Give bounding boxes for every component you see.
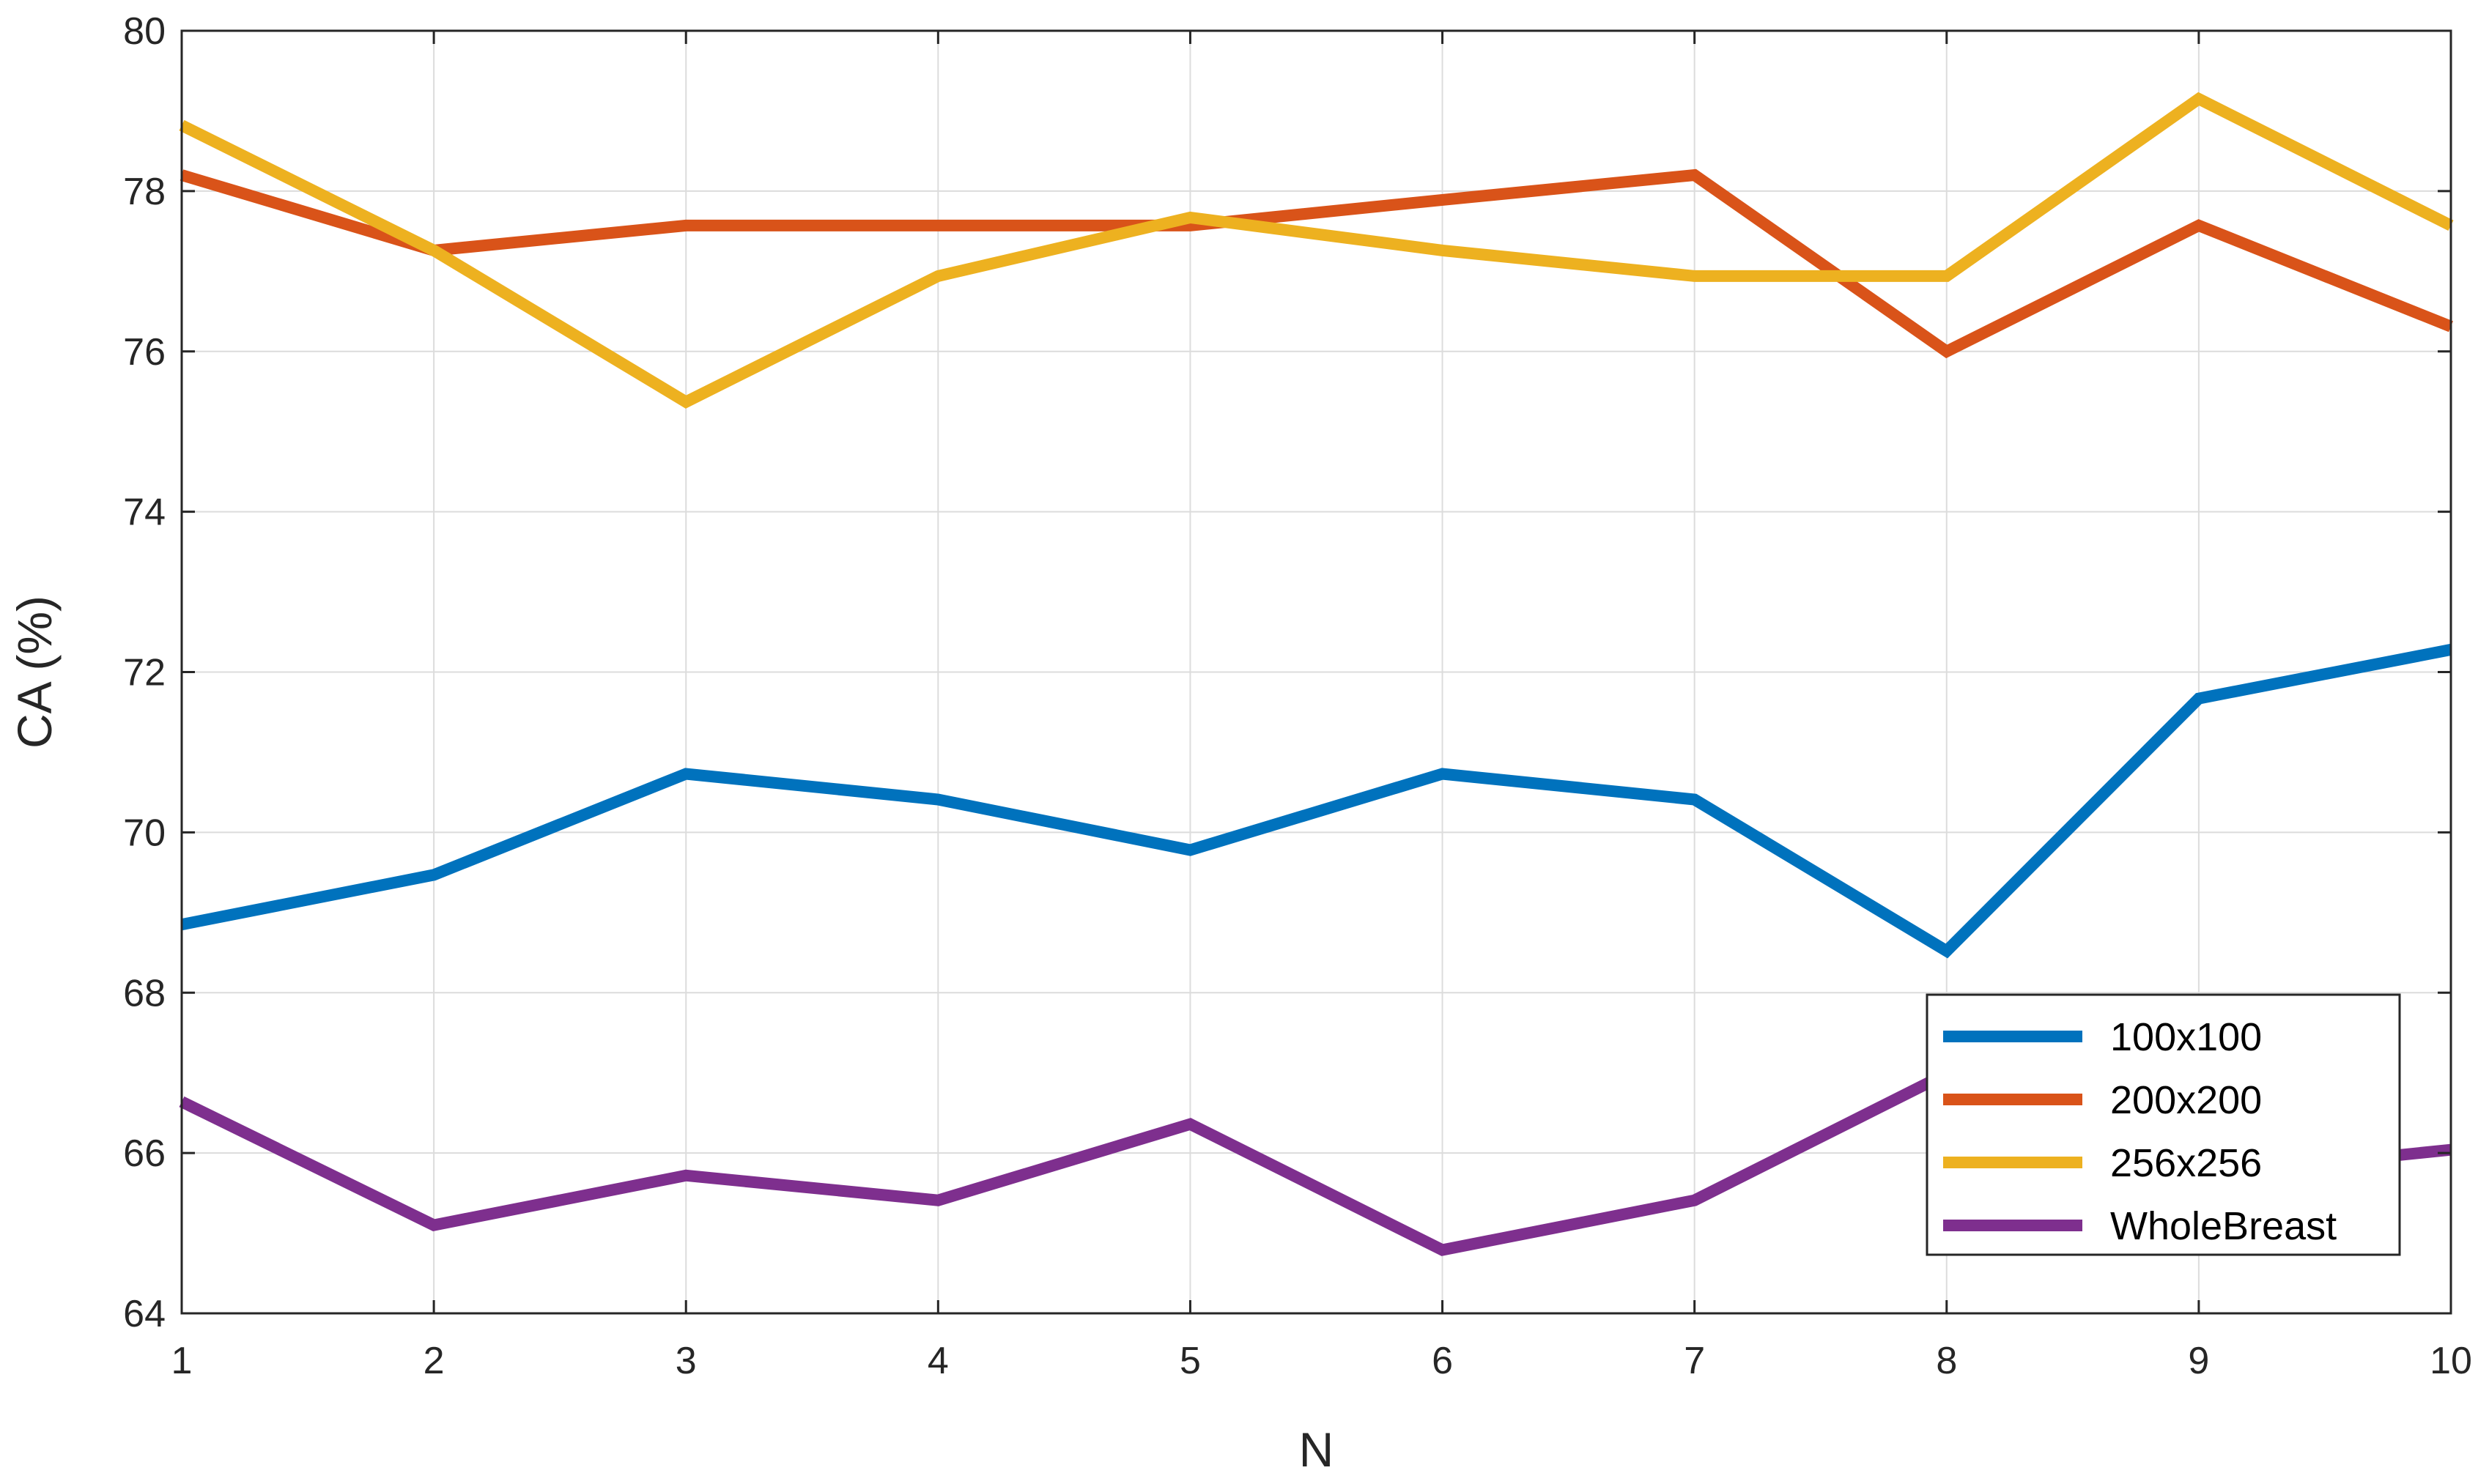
y-tick-label: 74	[123, 491, 166, 534]
x-tick-label: 4	[928, 1340, 949, 1382]
legend-label-1: 200x200	[2110, 1078, 2262, 1122]
x-tick-label: 3	[676, 1340, 697, 1382]
y-tick-label: 66	[123, 1132, 166, 1175]
y-tick-label: 70	[123, 812, 166, 854]
y-axis-label: CA (%)	[7, 596, 62, 749]
y-tick-label: 76	[123, 331, 166, 374]
x-tick-label: 10	[2430, 1340, 2472, 1382]
x-tick-label: 9	[2188, 1340, 2209, 1382]
legend: 100x100 200x200 256x256 WholeBreast	[1926, 993, 2401, 1256]
x-axis-label: N	[1299, 1422, 1334, 1477]
y-tick-label: 72	[123, 652, 166, 694]
axis-ticks	[180, 29, 2452, 1315]
x-tick-label: 5	[1180, 1340, 1201, 1382]
x-tick-label: 1	[171, 1340, 193, 1382]
legend-label-3: WholeBreast	[2110, 1204, 2337, 1248]
x-tick-label: 6	[1432, 1340, 1453, 1382]
x-tick-label: 7	[1684, 1340, 1705, 1382]
series-line-1	[180, 168, 2453, 359]
x-tick-label: 2	[424, 1340, 445, 1382]
y-tick-label: 80	[123, 10, 166, 53]
y-tick-label: 78	[123, 171, 166, 213]
series-line-2	[179, 92, 2454, 409]
legend-label-2: 256x256	[2110, 1141, 2262, 1185]
x-tick-label: 8	[1936, 1340, 1957, 1382]
series-line-0	[180, 644, 2452, 959]
y-tick-label: 64	[123, 1293, 166, 1335]
series-lines	[179, 92, 2454, 1256]
legend-label-0: 100x100	[2110, 1015, 2262, 1059]
y-tick-label: 68	[123, 972, 166, 1014]
